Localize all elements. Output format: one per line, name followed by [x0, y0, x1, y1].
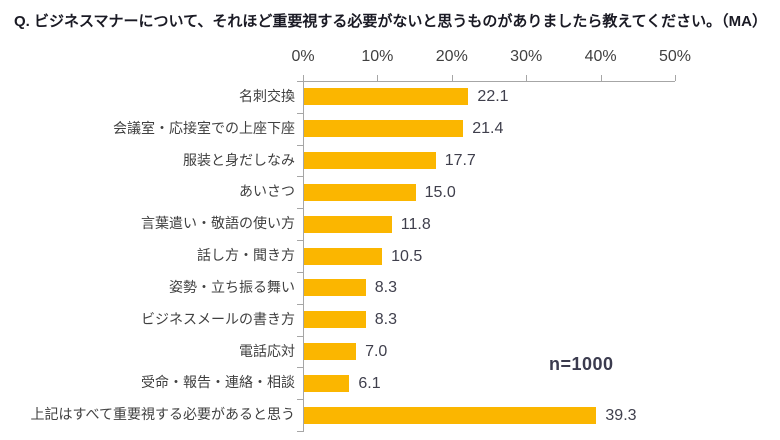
x-axis-tick-mark: [675, 75, 676, 81]
bar: [304, 406, 597, 424]
bar: [304, 215, 392, 233]
sample-size-label: n=1000: [549, 354, 614, 374]
y-axis-tick-mark: [297, 112, 303, 114]
y-axis-tick-mark: [297, 303, 303, 305]
category-label: 上記はすべて重要視する必要があると思う: [30, 406, 295, 423]
category-label: ビジネスメールの書き方: [141, 310, 295, 327]
value-label: 8.3: [374, 279, 397, 297]
value-label: 11.8: [400, 215, 431, 233]
x-axis-tick-mark: [451, 75, 453, 81]
bar: [304, 247, 383, 265]
value-label: 6.1: [358, 374, 381, 392]
value-label: 10.5: [391, 247, 423, 265]
value-label: 39.3: [605, 406, 637, 424]
value-label: 15.0: [424, 183, 456, 201]
y-axis-tick-mark: [297, 208, 303, 210]
bar: [304, 279, 366, 297]
category-label: 姿勢・立ち振る舞い: [169, 278, 295, 295]
x-axis-tick-label: 0%: [291, 48, 315, 65]
bar: [304, 342, 357, 360]
x-axis-tick-mark: [526, 75, 528, 81]
x-axis-tick-label: 10%: [361, 48, 394, 65]
y-axis-line: [303, 81, 304, 432]
category-label: 話し方・聞き方: [197, 247, 295, 264]
y-axis-tick-mark: [297, 431, 303, 432]
category-label: 服装と身だしなみ: [183, 151, 295, 168]
bar: [304, 152, 436, 170]
chart-title: Q. ビジネスマナーについて、それほど重要視する必要がないと思うものがありました…: [14, 13, 767, 30]
category-label: あいさつ: [239, 183, 295, 200]
value-label: 21.4: [472, 120, 504, 138]
bar: [304, 88, 469, 106]
category-label: 会議室・応接室での上座下座: [113, 119, 295, 136]
bar: [304, 374, 350, 392]
category-label: 名刺交換: [239, 88, 295, 104]
x-axis-tick-mark: [600, 75, 602, 81]
x-axis-tick-label: 40%: [584, 48, 617, 65]
value-label: 8.3: [374, 311, 397, 329]
value-label: 17.7: [444, 152, 476, 170]
bar: [304, 311, 366, 329]
y-axis-tick-mark: [297, 81, 303, 82]
y-axis-tick-mark: [297, 399, 303, 401]
x-axis-tick-mark: [303, 75, 304, 81]
y-axis-tick-mark: [297, 367, 303, 369]
y-axis-tick-mark: [297, 271, 303, 273]
x-axis-tick-mark: [377, 75, 379, 81]
y-axis-tick-mark: [297, 176, 303, 178]
value-label: 7.0: [365, 342, 388, 360]
y-axis-tick-mark: [297, 240, 303, 242]
y-axis-tick-mark: [297, 144, 303, 146]
x-axis-tick-label: 50%: [658, 48, 692, 65]
value-label: 22.1: [477, 88, 509, 106]
x-axis-line: [303, 81, 675, 82]
x-axis-tick-label: 20%: [435, 48, 468, 65]
x-axis-tick-label: 30%: [510, 48, 543, 65]
bar: [304, 183, 416, 201]
bar: [304, 120, 464, 138]
y-axis-tick-mark: [297, 335, 303, 337]
category-label: 電話応対: [239, 342, 295, 359]
category-label: 言葉遣い・敬語の使い方: [141, 215, 295, 232]
category-label: 受命・報告・連絡・相談: [141, 374, 295, 391]
